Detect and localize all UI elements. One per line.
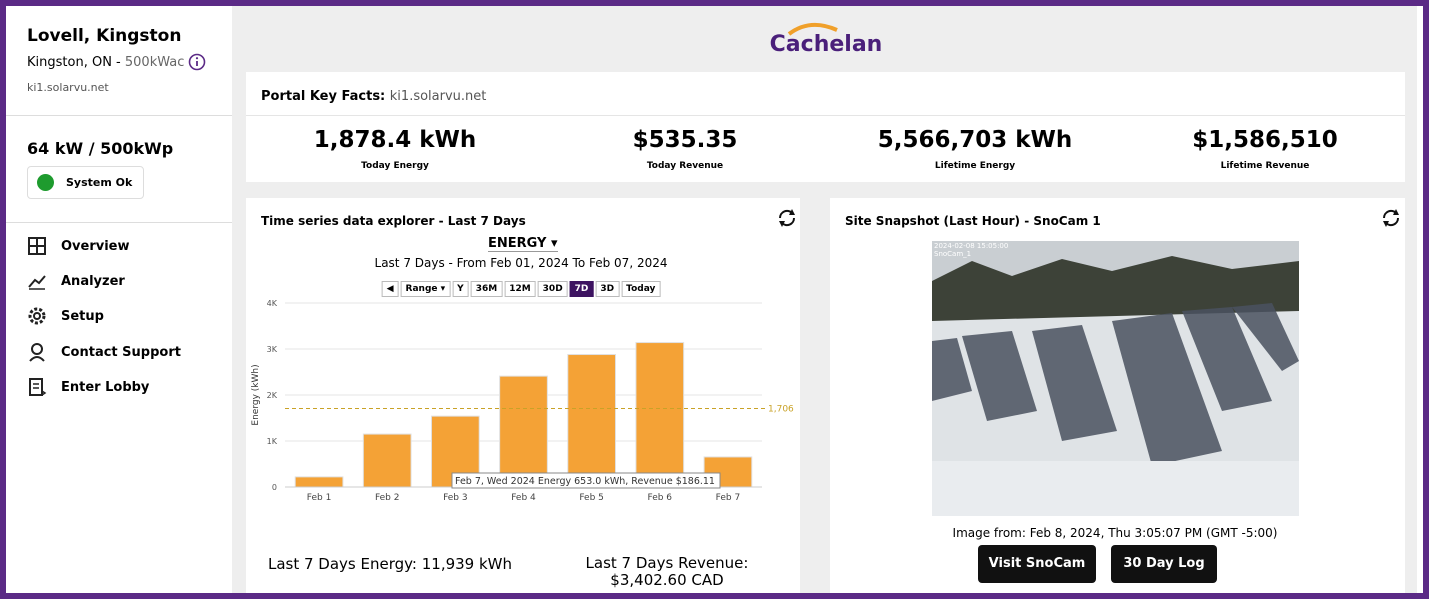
x-tick-label: Feb 4 [511, 493, 536, 503]
divider [6, 222, 232, 223]
nav-label[interactable]: Contact Support [61, 345, 181, 360]
metric-selector[interactable]: ENERGY ▾ [488, 236, 558, 252]
nav-label[interactable]: Analyzer [61, 274, 125, 289]
reference-label: 1,706 [768, 405, 794, 415]
y-tick-label: 1K [267, 437, 278, 446]
key-facts-label: Portal Key Facts: [261, 89, 385, 104]
fact-value: $535.35 [633, 127, 738, 153]
image-camera: SnoCam_1 [934, 250, 971, 258]
status: System Ok [66, 176, 132, 189]
fact-value: 5,566,703 kWh [878, 127, 1073, 153]
bar [568, 355, 616, 487]
status-dot [37, 174, 54, 191]
y-tick-label: 0 [272, 483, 277, 492]
logo: Cachelan [770, 32, 883, 57]
camera-image: 2024-02-08 15:05:00 SnoCam_1 [932, 241, 1299, 516]
page: Lovell, Kingston Kingston, ON - 500kWac … [0, 0, 1429, 599]
fact-label: Lifetime Energy [935, 161, 1015, 171]
bar [363, 434, 411, 487]
nav-label[interactable]: Setup [61, 309, 104, 324]
power: 64 kW / 500kWp [27, 139, 173, 158]
snapshot-caption: Image from: Feb 8, 2024, Thu 3:05:07 PM … [953, 526, 1278, 540]
selector-label[interactable]: ENERGY [488, 236, 546, 251]
nav-label[interactable]: Overview [61, 239, 130, 254]
summary-revenue: Last 7 Days Revenue: $3,402.60 CAD [551, 555, 783, 589]
bar [636, 343, 684, 487]
fact-label: Lifetime Revenue [1221, 161, 1310, 171]
refresh-icon[interactable] [1380, 207, 1402, 229]
site-location: Kingston, ON - 500kWac [27, 53, 206, 71]
chart: 0 1K 2K 3K 4K Energy (kWh) Feb 1 Feb 2 Feb 3 Feb … [246, 290, 800, 510]
x-tick-label: Feb 1 [307, 493, 332, 503]
explorer-title: Time series data explorer - Last 7 Days [261, 214, 526, 228]
fact-label: Today Revenue [647, 161, 723, 171]
capacity: 500kWac [125, 55, 184, 70]
site-url: ki1.solarvu.net [27, 81, 109, 94]
divider [246, 115, 1405, 116]
bar [295, 477, 343, 487]
fact-value: $1,586,510 [1192, 127, 1338, 153]
fact-value: 1,878.4 kWh [314, 127, 477, 153]
image-timestamp: 2024-02-08 15:05:00 [934, 242, 1008, 250]
explorer-subtitle: Last 7 Days - From Feb 01, 2024 To Feb 0… [375, 256, 668, 270]
summary-energy: Last 7 Days Energy: 11,939 kWh [268, 555, 512, 573]
nav-item[interactable]: Analyzer [27, 271, 125, 291]
y-tick-label: 4K [267, 299, 278, 308]
key-facts-header: Portal Key Facts: ki1.solarvu.net [261, 89, 486, 104]
y-tick-label: 3K [267, 345, 278, 354]
location: Kingston, ON - [27, 55, 121, 70]
site-name: Lovell, Kingston [27, 26, 181, 46]
nav-item[interactable]: Contact Support [27, 342, 181, 362]
snapshot-title: Site Snapshot (Last Hour) - SnoCam 1 [845, 214, 1101, 228]
y-tick-label: 2K [267, 391, 278, 400]
x-tick-label: Feb 7 [716, 493, 741, 503]
tooltip: Feb 7, Wed 2024 Energy 653.0 kWh, Revenu… [455, 476, 715, 487]
visit-button[interactable]: Visit SnoCam [978, 545, 1096, 583]
info-icon[interactable] [188, 53, 206, 71]
x-tick-label: Feb 2 [375, 493, 400, 503]
bar [500, 376, 548, 487]
nav-item[interactable]: Enter Lobby [27, 377, 149, 397]
y-axis-label: Energy (kWh) [251, 364, 261, 425]
status-box: System Ok [27, 166, 144, 199]
snapshot-card: Site Snapshot (Last Hour) - SnoCam 1 202… [830, 198, 1405, 593]
fact-label: Today Energy [361, 161, 429, 171]
refresh-icon[interactable] [776, 207, 798, 229]
log-button[interactable]: 30 Day Log [1111, 545, 1217, 583]
x-tick-label: Feb 5 [579, 493, 604, 503]
nav-label[interactable]: Enter Lobby [61, 380, 149, 395]
divider [6, 115, 232, 116]
x-tick-label: Feb 6 [648, 493, 673, 503]
x-tick-label: Feb 3 [443, 493, 468, 503]
nav-item[interactable]: Setup [27, 306, 104, 326]
nav-item[interactable]: Overview [27, 236, 130, 256]
key-facts-url: ki1.solarvu.net [390, 89, 487, 104]
